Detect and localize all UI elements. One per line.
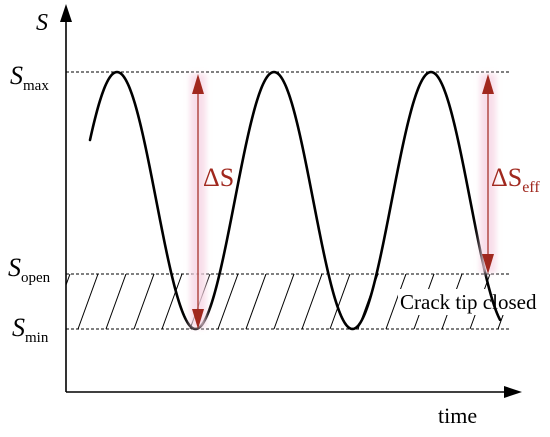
- y-axis-arrow-icon: [60, 4, 72, 22]
- hatch-line: [245, 274, 267, 329]
- hatch-line: [161, 274, 183, 329]
- y-axis-label: S: [36, 10, 48, 36]
- s-min-label: Smin: [12, 313, 49, 346]
- delta-s-arrowhead-down-icon: [192, 309, 204, 329]
- x-axis-label: time: [438, 403, 477, 428]
- delta-s-arrowhead-up-icon: [192, 74, 204, 94]
- hatch-line: [105, 274, 127, 329]
- x-axis-arrow-icon: [504, 386, 522, 398]
- hatch-line: [66, 274, 71, 287]
- hatch-line: [77, 274, 99, 329]
- crack-tip-closed-label: Crack tip closed: [400, 290, 537, 314]
- hatch-line: [329, 274, 351, 329]
- load-cycle-curve: [88, 70, 502, 331]
- delta-s-eff-range-arrow: [480, 74, 496, 274]
- hatch-line: [273, 274, 295, 329]
- s-open-label: Sopen: [8, 253, 51, 286]
- delta-s-eff-arrowhead-down-icon: [482, 254, 494, 274]
- s-max-label: Smax: [10, 61, 49, 94]
- delta-s-eff-label: ΔSeff: [491, 163, 540, 196]
- hatch-line: [301, 274, 323, 329]
- delta-s-range-arrow: [190, 74, 206, 329]
- delta-s-label: ΔS: [203, 163, 234, 192]
- hatch-line: [217, 274, 239, 329]
- region-label-background: [398, 289, 546, 315]
- hatch-line: [133, 274, 155, 329]
- hatch-line: [385, 274, 407, 329]
- delta-s-eff-arrowhead-up-icon: [482, 74, 494, 94]
